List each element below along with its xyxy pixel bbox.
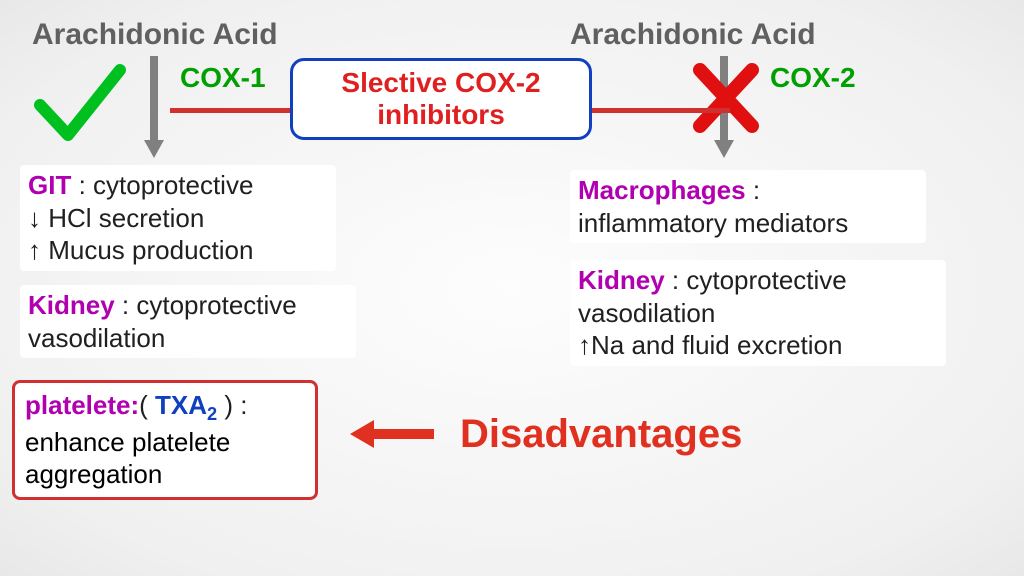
right-kidney-line2: vasodilation (578, 297, 938, 330)
disadvantages-label: Disadvantages (460, 412, 742, 457)
left-kidney-heading: Kidney (28, 290, 115, 320)
platelet-heading: platelete: (25, 390, 139, 420)
macrophages-box: Macrophages : inflammatory mediators (570, 170, 926, 243)
platelet-line1: platelete:( TXA2 ) : (25, 389, 305, 426)
macro-heading: Macrophages (578, 175, 746, 205)
txa-sub: 2 (207, 404, 217, 424)
center-box-line1: Slective COX-2 (311, 67, 571, 99)
left-arrow-stem (150, 56, 158, 142)
right-title: Arachidonic Acid (570, 18, 816, 52)
macro-after: : (746, 175, 760, 205)
left-title: Arachidonic Acid (32, 18, 278, 52)
checkmark-icon (30, 60, 130, 150)
right-kidney-heading: Kidney (578, 265, 665, 295)
git-box: GIT : cytoprotective ↓ HCl secretion ↑ M… (20, 165, 336, 271)
right-kidney-line1: Kidney : cytoprotective (578, 264, 938, 297)
center-box-line2: inhibitors (311, 99, 571, 131)
txa-label: TXA2 (155, 390, 217, 420)
right-kidney-box: Kidney : cytoprotective vasodilation ↑Na… (570, 260, 946, 366)
macro-line1: Macrophages : (578, 174, 918, 207)
cox1-label: COX-1 (180, 62, 266, 94)
left-kidney-line1: Kidney : cytoprotective (28, 289, 348, 322)
txa-text: TXA (155, 390, 207, 420)
red-arrow-head-icon (350, 420, 374, 448)
right-kidney-after: : cytoprotective (665, 265, 847, 295)
right-kidney-line3: ↑Na and fluid excretion (578, 329, 938, 362)
red-arrow-stem (374, 429, 434, 439)
git-line2: ↓ HCl secretion (28, 202, 328, 235)
platelet-line2: enhance platelete (25, 426, 305, 459)
macro-line2: inflammatory mediators (578, 207, 918, 240)
cox2-label: COX-2 (770, 62, 856, 94)
x-icon (690, 60, 770, 140)
git-line1: GIT : cytoprotective (28, 169, 328, 202)
git-heading: GIT (28, 170, 71, 200)
platelet-after: ) : (217, 390, 247, 420)
git-after: : cytoprotective (71, 170, 253, 200)
git-line3: ↑ Mucus production (28, 234, 328, 267)
left-kidney-line2: vasodilation (28, 322, 348, 355)
left-kidney-box: Kidney : cytoprotective vasodilation (20, 285, 356, 358)
right-arrow-head (714, 140, 734, 158)
left-arrow-head (144, 140, 164, 158)
platelet-line3: aggregation (25, 458, 305, 491)
left-kidney-after: : cytoprotective (115, 290, 297, 320)
platelet-box: platelete:( TXA2 ) : enhance platelete a… (12, 380, 318, 500)
center-box: Slective COX-2 inhibitors (290, 58, 592, 140)
